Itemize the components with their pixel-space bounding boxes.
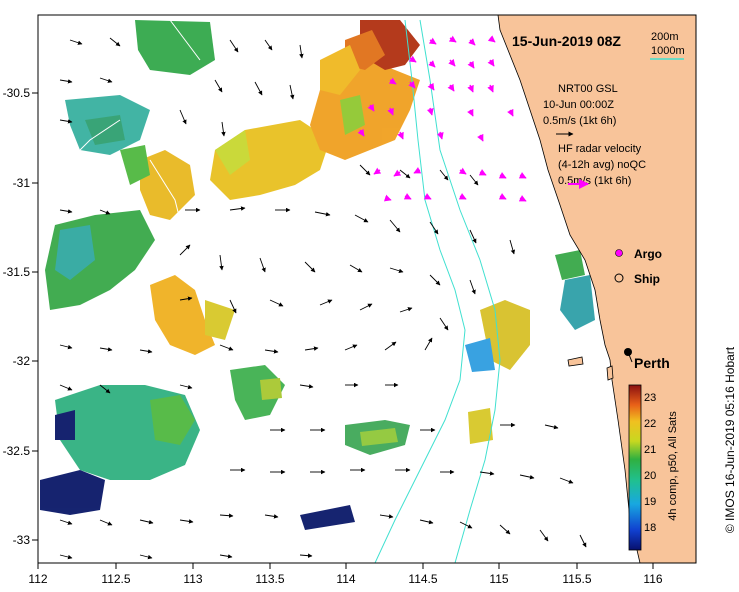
colorbar-tick-label: 22 xyxy=(644,418,656,430)
x-tick-label: 112 xyxy=(28,572,47,586)
date-title: 15-Jun-2019 08Z xyxy=(512,33,621,49)
y-tick-label: -31 xyxy=(13,176,31,190)
bathy-legend-1000: 1000m xyxy=(651,45,685,57)
argo-label: Argo xyxy=(634,247,662,261)
garden-island xyxy=(606,365,614,381)
rottnest-island xyxy=(567,356,584,367)
y-tick-label: -31.5 xyxy=(3,265,31,279)
bathy-legend-200: 200m xyxy=(651,31,679,43)
x-tick-label: 113.5 xyxy=(255,572,284,586)
x-tick-label: 113 xyxy=(183,572,202,586)
model-legend-line: 10-Jun 00:00Z xyxy=(543,99,614,111)
ship-label: Ship xyxy=(634,272,660,286)
colorbar-tick-label: 19 xyxy=(644,496,656,508)
model-vectors xyxy=(59,37,587,560)
sst-patches xyxy=(40,20,595,530)
plot-frame xyxy=(37,14,697,564)
model-legend-line: NRT00 GSL xyxy=(558,83,618,95)
colorbar-tick-label: 21 xyxy=(644,444,656,456)
x-tick-label: 115.5 xyxy=(562,572,591,586)
radar-legend-line: HF radar velocity xyxy=(558,143,642,155)
ship-marker xyxy=(614,273,624,283)
x-tick-label: 114.5 xyxy=(408,572,437,586)
colorbar-label: 4h comp, p50, All Sats xyxy=(667,411,679,521)
y-tick-label: -33 xyxy=(13,533,31,547)
y-tick-label: -32 xyxy=(13,354,31,368)
colorbar-tick-label: 20 xyxy=(644,470,656,482)
credit-text: © IMOS 16-Jun-2019 05:16 Hobart xyxy=(723,346,737,534)
colorbar-tick-label: 18 xyxy=(644,522,656,534)
model-legend-line: 0.5m/s (1kt 6h) xyxy=(543,115,616,127)
x-tick-label: 115 xyxy=(489,572,508,586)
y-tick-label: -30.5 xyxy=(3,86,31,100)
x-tick-label: 114 xyxy=(336,572,355,586)
bathy-contours xyxy=(59,19,501,563)
radar-legend-line: (4-12h avg) noQC xyxy=(558,159,646,171)
colorbar xyxy=(628,384,642,551)
x-tick-label: 112.5 xyxy=(101,572,130,586)
city-label-perth: Perth xyxy=(634,355,670,371)
colorbar-tick-label: 23 xyxy=(644,392,656,404)
axis-ticks xyxy=(32,92,654,569)
x-tick-label: 116 xyxy=(643,572,662,586)
hf-radar-vectors xyxy=(357,35,527,202)
y-tick-label: -32.5 xyxy=(3,444,31,458)
radar-legend-line: 0.5m/s (1kt 6h) xyxy=(558,175,631,187)
argo-marker xyxy=(615,249,623,257)
